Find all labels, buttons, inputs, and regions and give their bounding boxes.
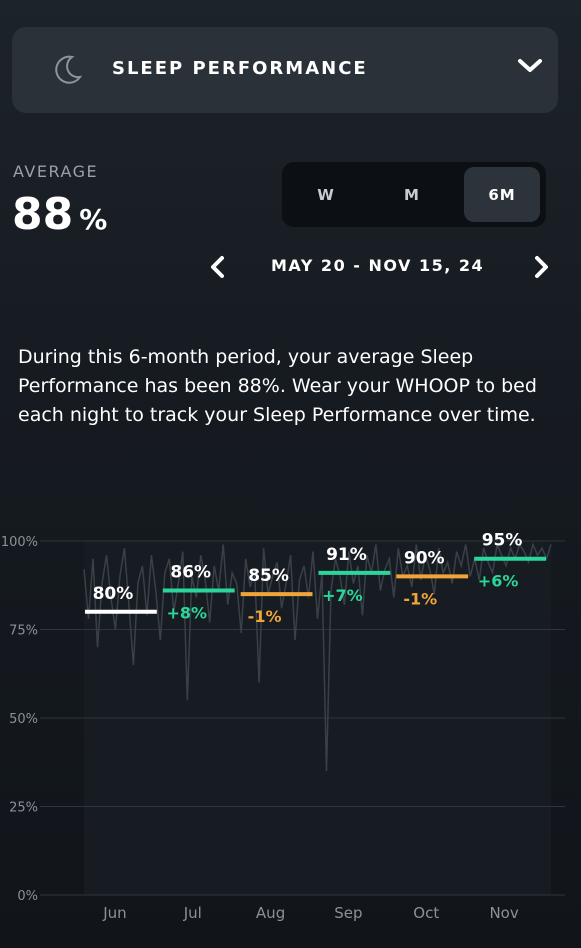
average-label: AVERAGE	[13, 162, 99, 181]
period-selector: W M 6M	[282, 162, 546, 227]
y-tick-label: 50%	[9, 712, 38, 727]
y-tick-label: 75%	[9, 624, 38, 639]
metric-title: SLEEP PERFORMANCE	[112, 58, 368, 79]
x-tick-label: Nov	[489, 904, 518, 922]
average-value: 88%	[12, 193, 107, 237]
y-tick-label: 25%	[9, 801, 38, 816]
y-tick-label: 0%	[17, 889, 38, 904]
monthly-value-label: 95%	[482, 531, 523, 551]
x-tick-label: Aug	[256, 904, 285, 922]
x-tick-label: Sep	[334, 904, 362, 922]
daily-sleep-line	[83, 541, 552, 772]
period-option-m[interactable]: M	[404, 185, 420, 204]
monthly-value-label: 90%	[404, 548, 445, 568]
metric-dropdown[interactable]: SLEEP PERFORMANCE	[12, 27, 558, 113]
chevron-right-icon[interactable]	[530, 254, 552, 280]
monthly-change-label: +7%	[322, 586, 363, 605]
chevron-down-icon[interactable]	[516, 57, 544, 75]
period-option-6m[interactable]: 6M	[464, 167, 540, 222]
monthly-change-label: -1%	[248, 607, 282, 626]
monthly-change-label: -1%	[403, 589, 437, 608]
monthly-value-label: 91%	[326, 545, 367, 565]
sleep-performance-chart: 100% 75% 50% 25% 0% 80% Jun 86% +8% Jul 85% -1% Aug 9…	[1, 531, 565, 922]
monthly-change-label: +6%	[478, 572, 519, 591]
x-tick-label: Jul	[183, 904, 202, 922]
average-number: 88	[12, 189, 74, 240]
description-text: During this 6-month period, your average…	[18, 346, 537, 426]
chevron-left-icon[interactable]	[207, 254, 229, 280]
monthly-value-label: 85%	[248, 566, 289, 586]
period-option-w[interactable]: W	[317, 185, 335, 204]
date-range: MAY 20 - NOV 15, 24	[271, 256, 485, 275]
x-tick-label: Oct	[413, 904, 439, 922]
monthly-value-label: 80%	[93, 584, 134, 604]
average-unit: %	[79, 203, 108, 236]
monthly-value-label: 86%	[170, 563, 211, 583]
x-tick-label: Jun	[102, 904, 126, 922]
monthly-change-label: +8%	[166, 604, 207, 623]
y-tick-label: 100%	[1, 535, 38, 550]
moon-icon	[55, 55, 83, 84]
